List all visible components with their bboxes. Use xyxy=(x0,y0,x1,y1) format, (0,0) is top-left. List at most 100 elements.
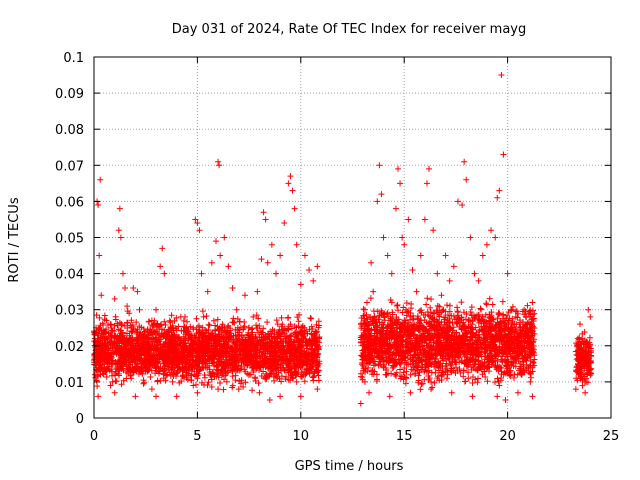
data-point xyxy=(292,329,299,336)
data-point xyxy=(138,324,145,331)
data-point xyxy=(236,351,243,358)
data-point xyxy=(307,314,314,321)
data-point xyxy=(255,315,262,322)
data-point xyxy=(483,301,490,308)
data-point xyxy=(418,381,425,388)
data-point xyxy=(107,338,114,345)
data-point xyxy=(446,302,453,309)
data-point xyxy=(147,355,154,362)
data-point xyxy=(370,308,377,315)
data-point xyxy=(203,313,210,320)
data-point xyxy=(193,381,200,388)
data-point xyxy=(242,379,249,386)
data-point xyxy=(315,377,322,384)
data-point xyxy=(124,324,131,331)
chart-title: Day 031 of 2024, Rate Of TEC Index for r… xyxy=(172,22,527,37)
data-point xyxy=(310,377,317,384)
data-point xyxy=(186,367,193,374)
data-point xyxy=(205,379,212,386)
data-point xyxy=(309,374,316,381)
data-point xyxy=(295,364,302,371)
data-point xyxy=(287,355,294,362)
data-point xyxy=(217,380,224,387)
data-point xyxy=(513,308,520,315)
data-point xyxy=(253,322,260,329)
data-point xyxy=(128,329,135,336)
data-point xyxy=(483,300,490,307)
data-point xyxy=(235,333,242,340)
data-point xyxy=(373,377,380,384)
data-point xyxy=(204,382,211,389)
data-point xyxy=(93,312,100,319)
data-point xyxy=(301,378,308,385)
data-point xyxy=(128,317,135,324)
data-point xyxy=(153,351,160,358)
data-point xyxy=(263,376,270,383)
data-point xyxy=(458,299,465,306)
data-point xyxy=(201,371,208,378)
data-point xyxy=(244,362,251,369)
data-point xyxy=(423,301,430,308)
data-point xyxy=(168,312,175,319)
data-point xyxy=(312,328,319,335)
data-point xyxy=(253,312,260,319)
data-point xyxy=(273,317,280,324)
data-point xyxy=(394,302,401,309)
data-point xyxy=(524,302,531,309)
data-point xyxy=(260,368,267,375)
data-point xyxy=(205,321,212,328)
data-point xyxy=(154,378,161,385)
data-point xyxy=(486,295,493,302)
data-point xyxy=(249,387,256,394)
data-point xyxy=(454,309,461,316)
data-point xyxy=(469,380,476,387)
data-point xyxy=(210,359,217,366)
data-point xyxy=(96,314,103,321)
data-point xyxy=(193,315,200,322)
data-point xyxy=(287,377,294,384)
data-point xyxy=(260,325,267,332)
data-point xyxy=(199,324,206,331)
data-point xyxy=(103,326,110,333)
data-point xyxy=(306,326,313,333)
data-point xyxy=(288,332,295,339)
data-point xyxy=(475,375,482,382)
data-point xyxy=(417,386,424,393)
data-point xyxy=(118,381,125,388)
data-point xyxy=(161,318,168,325)
data-point xyxy=(112,378,119,385)
data-point xyxy=(220,386,227,393)
data-point xyxy=(367,295,374,302)
data-point xyxy=(477,305,484,312)
data-point xyxy=(161,370,168,377)
data-point xyxy=(232,372,239,379)
data-point xyxy=(296,311,303,318)
data-point xyxy=(489,301,496,308)
data-point xyxy=(187,323,194,330)
data-point xyxy=(180,317,187,324)
data-point xyxy=(171,331,178,338)
data-point xyxy=(393,302,400,309)
data-point xyxy=(214,316,221,323)
data-point xyxy=(223,329,230,336)
data-point xyxy=(249,325,256,332)
data-point xyxy=(256,323,263,330)
data-point xyxy=(94,372,101,379)
data-point xyxy=(141,379,148,386)
data-point xyxy=(199,308,206,315)
data-point xyxy=(293,368,300,375)
data-point xyxy=(108,333,115,340)
data-point xyxy=(210,317,217,324)
data-point xyxy=(152,364,159,371)
data-point xyxy=(158,332,165,339)
data-point xyxy=(155,360,162,367)
data-point xyxy=(424,295,431,302)
grid-lines xyxy=(94,57,611,418)
data-point xyxy=(218,366,225,373)
data-point xyxy=(153,338,160,345)
data-point xyxy=(360,306,367,313)
data-point xyxy=(149,323,156,330)
data-point xyxy=(94,383,101,390)
data-point xyxy=(123,330,130,337)
